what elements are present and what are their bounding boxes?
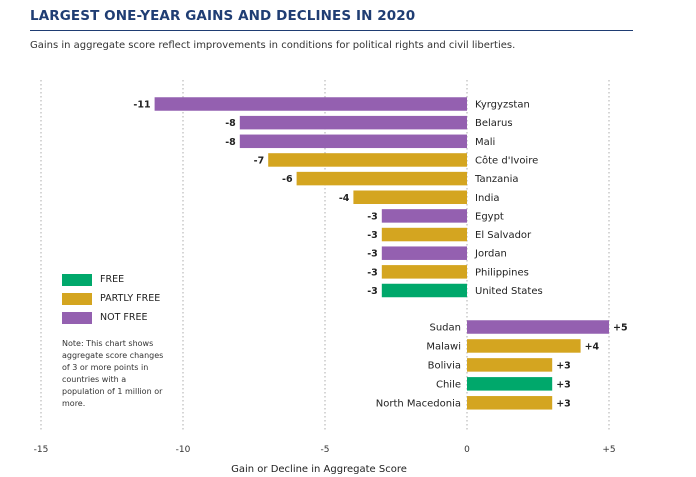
category-label: Mali — [475, 137, 495, 148]
category-label: Kyrgyzstan — [475, 100, 530, 111]
legend-item-free: FREE — [62, 270, 160, 289]
data-label: +4 — [585, 341, 600, 352]
x-axis-title: Gain or Decline in Aggregate Score — [231, 464, 407, 475]
x-tick-label: +5 — [602, 445, 615, 455]
x-tick-label: -10 — [176, 445, 191, 455]
x-tick-label: 0 — [464, 445, 470, 455]
category-label: Jordan — [474, 249, 507, 260]
legend: FREE PARTLY FREE NOT FREE — [62, 270, 160, 327]
category-label: Tanzania — [474, 174, 519, 185]
legend-item-partly-free: PARTLY FREE — [62, 289, 160, 308]
data-label: +3 — [556, 379, 571, 390]
bar — [467, 339, 581, 353]
bar — [467, 396, 553, 410]
category-label: Bolivia — [428, 360, 461, 371]
legend-label-free: FREE — [100, 274, 125, 285]
data-label: -7 — [254, 155, 265, 166]
bar — [381, 283, 467, 298]
data-label: -11 — [133, 100, 150, 111]
data-label: -3 — [367, 249, 378, 260]
title-rule — [30, 30, 633, 31]
category-label: Chile — [436, 379, 461, 390]
category-label: Philippines — [475, 267, 529, 278]
data-label: -3 — [367, 286, 378, 297]
data-label: -3 — [367, 211, 378, 222]
bar — [353, 190, 467, 204]
data-label: -4 — [339, 193, 350, 204]
x-tick-label: -5 — [321, 445, 330, 455]
category-label: El Salvador — [475, 230, 532, 241]
data-label: +3 — [556, 398, 571, 409]
chart-subtitle: Gains in aggregate score reflect improve… — [30, 40, 516, 51]
legend-swatch-not-free — [62, 311, 92, 324]
bar — [467, 358, 553, 372]
category-label: North Macedonia — [376, 398, 461, 409]
data-label: +3 — [556, 360, 571, 371]
legend-label-not-free: NOT FREE — [100, 312, 148, 323]
bar — [381, 246, 467, 260]
category-label: Malawi — [426, 341, 461, 352]
bar — [239, 134, 467, 149]
legend-swatch-free — [62, 273, 92, 286]
bar — [467, 320, 609, 334]
data-label: -8 — [225, 137, 236, 148]
data-label: -3 — [367, 230, 378, 241]
category-label: Côte d'Ivoire — [475, 154, 538, 166]
category-label: Sudan — [430, 323, 462, 334]
bar — [467, 377, 553, 391]
category-label: United States — [475, 286, 543, 297]
data-label: -6 — [282, 174, 293, 185]
data-label: -8 — [225, 118, 236, 129]
legend-label-partly-free: PARTLY FREE — [100, 293, 161, 304]
chart-note: Note: This chart shows aggregate score c… — [62, 339, 164, 408]
chart-title: LARGEST ONE-YEAR GAINS AND DECLINES IN 2… — [30, 8, 416, 24]
bar — [381, 227, 467, 242]
category-label: Belarus — [475, 118, 513, 129]
bar — [381, 209, 467, 223]
legend-swatch-partly-free — [62, 292, 92, 305]
x-tick-label: -15 — [34, 445, 49, 455]
category-label: India — [475, 193, 500, 204]
bar — [154, 97, 467, 111]
data-label: +5 — [613, 323, 628, 334]
bar — [296, 171, 467, 186]
bar — [381, 265, 467, 279]
category-label: Egypt — [475, 211, 504, 222]
data-label: -3 — [367, 267, 378, 278]
legend-item-not-free: NOT FREE — [62, 308, 160, 327]
bar — [239, 115, 467, 130]
bar — [268, 153, 467, 167]
